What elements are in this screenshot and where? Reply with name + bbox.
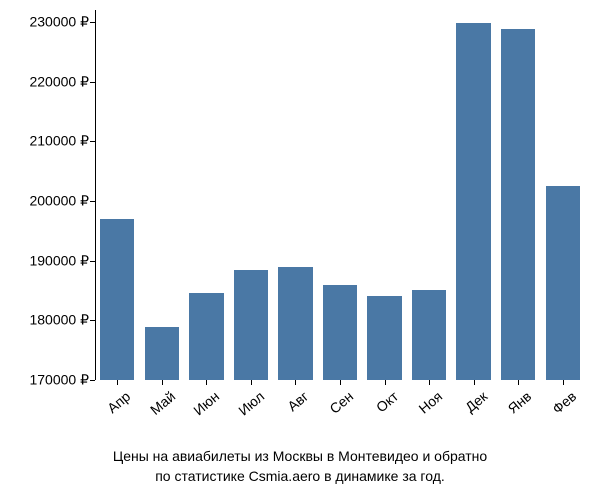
bar [367,296,401,380]
x-tick-mark [295,380,296,385]
y-axis: 170000 ₽180000 ₽190000 ₽200000 ₽210000 ₽… [0,10,95,380]
x-tick-label: Апр [97,388,133,422]
x-tick-label: Май [142,388,178,422]
bar [546,186,580,380]
x-tick-label: Июл [231,388,267,422]
price-chart: 170000 ₽ 180000 ₽ 190000 ₽ 200000 ₽ 210000 ₽… [0,0,600,500]
bar [412,290,446,380]
x-tick-mark [518,380,519,385]
y-tick-label: 220000 ₽ [29,73,89,90]
x-tick-mark [162,380,163,385]
x-tick-label: Ноя [409,388,445,422]
x-tick-label: Дек [454,388,490,422]
y-tick-label: 200000 ₽ [29,192,89,209]
bar [501,29,535,380]
x-tick-mark [474,380,475,385]
y-tick-mark [90,380,95,381]
x-tick-mark [340,380,341,385]
x-tick-label: Янв [498,388,534,422]
x-tick-label: Окт [364,388,400,422]
x-tick-mark [251,380,252,385]
bar [234,270,268,380]
x-tick-label: Фев [543,388,579,422]
bar [278,267,312,380]
bar [100,219,134,380]
y-tick-label: 180000 ₽ [29,312,89,329]
x-tick-label: Сен [320,388,356,422]
x-tick-mark [385,380,386,385]
plot-area [95,10,585,380]
x-axis-labels: Апр МайИюн ИюлАвг СенОкт Ноя ДекЯнв Фев [95,382,585,442]
bar [323,285,357,380]
chart-caption-line2: по статистике Csmia.aero в динамике за г… [0,468,600,484]
y-tick-label: 170000 ₽ [29,372,89,389]
bar [456,23,490,380]
y-tick-label: 230000 ₽ [29,13,89,30]
y-tick-label: 210000 ₽ [29,133,89,150]
y-tick-label: 190000 ₽ [29,252,89,269]
x-tick-mark [206,380,207,385]
chart-caption-line1: Цены на авиабилеты из Москвы в Монтевиде… [0,448,600,464]
x-tick-label: Июн [186,388,222,422]
bar [145,327,179,380]
x-tick-label: Авг [275,388,311,422]
x-tick-mark [563,380,564,385]
bar [189,293,223,380]
x-tick-mark [117,380,118,385]
x-tick-mark [429,380,430,385]
